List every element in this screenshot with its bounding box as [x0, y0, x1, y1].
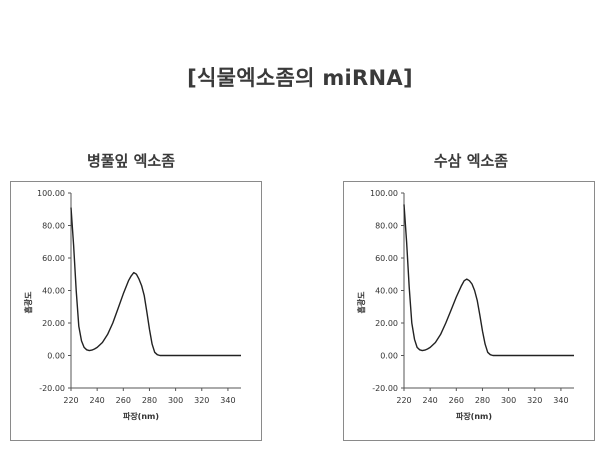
x-tick-label: 220: [63, 396, 78, 405]
x-tick-label: 340: [553, 396, 568, 405]
y-axis-title: 흡광도: [23, 291, 33, 314]
absorbance-series-line: [403, 204, 574, 357]
chart-panel-ginseng: -20.00 0.00 20.00 40.00 60.00 80.00 100.00 220 2…: [343, 181, 595, 441]
x-tick-label: 260: [116, 396, 131, 405]
x-tick-label: 240: [423, 396, 438, 405]
y-tick-label: 40.00: [375, 287, 398, 296]
absorbance-chart-ginseng: -20.00 0.00 20.00 40.00 60.00 80.00 100.00 220 2…: [356, 189, 574, 421]
y-tick-label: 0.00: [47, 352, 65, 361]
x-tick-label: 340: [220, 396, 235, 405]
absorbance-series-line: [70, 207, 241, 357]
x-axis-title: 파장(nm): [123, 411, 159, 421]
absorbance-chart-centella: -20.00 0.00 20.00 40.00 60.00 80.00 100.00 220 2…: [23, 189, 241, 421]
y-tick-label: 80.00: [375, 222, 398, 231]
x-tick-label: 280: [475, 396, 490, 405]
y-tick-label: 60.00: [42, 254, 65, 263]
y-tick-label: 0.00: [380, 352, 398, 361]
y-tick-label: 20.00: [375, 319, 398, 328]
x-tick-label: 320: [527, 396, 542, 405]
y-tick-label: 100.00: [37, 189, 65, 198]
y-tick-label: 20.00: [42, 319, 65, 328]
y-tick-label: 60.00: [375, 254, 398, 263]
chart-panel-centella: -20.00 0.00 20.00 40.00 60.00 80.00 100.00 220 2…: [10, 181, 262, 441]
x-tick-label: 300: [168, 396, 183, 405]
x-tick-label: 300: [501, 396, 516, 405]
y-tick-label: -20.00: [372, 384, 398, 393]
y-tick-label: 100.00: [370, 189, 398, 198]
y-axis-title: 흡광도: [356, 291, 366, 314]
x-tick-label: 280: [142, 396, 157, 405]
y-tick-label: 40.00: [42, 287, 65, 296]
y-tick-label: -20.00: [39, 384, 65, 393]
y-tick-label: 80.00: [42, 222, 65, 231]
page-title: [식물엑소좀의 miRNA]: [187, 66, 413, 90]
chart-title-ginseng: 수삼 엑소좀: [433, 152, 509, 170]
x-tick-label: 260: [449, 396, 464, 405]
chart-title-centella: 병풀잎 엑소좀: [86, 152, 176, 170]
x-tick-label: 320: [194, 396, 209, 405]
x-axis-title: 파장(nm): [456, 411, 492, 421]
x-tick-label: 220: [396, 396, 411, 405]
x-tick-label: 240: [90, 396, 105, 405]
